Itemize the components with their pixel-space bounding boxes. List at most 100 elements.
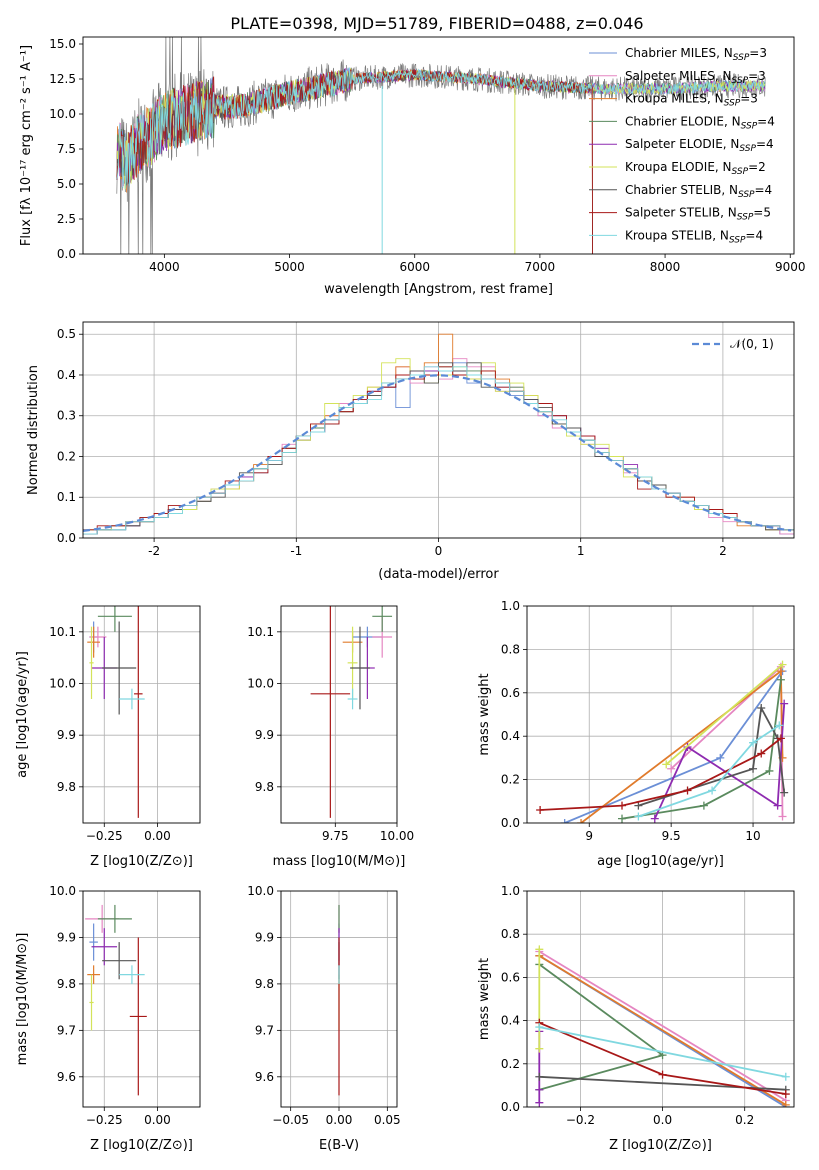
gaussian-reference-curve (83, 374, 792, 532)
y-tick-label: 9.8 (255, 780, 274, 794)
errorbar-chabrier-elodie (97, 904, 132, 933)
y-tick-label: 0.2 (501, 1057, 520, 1071)
weight-marker-salpeter-elodie (773, 801, 782, 810)
y-tick-label: 7.5 (57, 142, 76, 156)
weight-marker-salpeter-miles (667, 764, 676, 773)
panels: 4000 5000 6000 7000 8000 90000.02.55.07.510.0… (15, 36, 806, 1153)
legend-entry-chabrier-stelib: Chabrier STELIB, NSSP=4 (625, 183, 772, 200)
residuals-panel: -2 -1 0 1 2 0.0 0.1 0.2 0.3 0.4 0.5 (data-model)/er… (26, 321, 795, 582)
y-tick-label: 9.8 (57, 780, 76, 794)
weight-marker-kroupa-stelib (634, 812, 643, 821)
weight-marker-salpeter-elodie (780, 699, 789, 708)
y-tick-label: 9.8 (255, 977, 274, 991)
axes-frame (82, 605, 201, 824)
x-tick-label: 5000 (274, 260, 305, 274)
weight-marker-salpeter-stelib (683, 786, 692, 795)
x-tick-label: 9000 (775, 260, 806, 274)
legend-entry-salpeter-miles: Salpeter MILES, NSSP=3 (625, 69, 766, 86)
legend-entry-chabrier-miles: Chabrier MILES, NSSP=3 (625, 46, 767, 63)
y-tick-label: 9.9 (57, 930, 76, 944)
weight-marker-chabrier-miles (560, 819, 569, 823)
errorbar-chabrier-miles (89, 923, 98, 961)
y-tick-label: 9.6 (57, 1070, 76, 1084)
y-tick-label: 10.1 (247, 625, 274, 639)
errorbar-kroupa-elodie (347, 626, 358, 699)
grid-and-points (83, 891, 200, 1107)
x-tick-label: −0.05 (272, 1113, 309, 1127)
x-tick-label: −0.2 (566, 1113, 595, 1127)
weight-line-salpeter-elodie (653, 703, 786, 820)
weight-marker-salpeter-stelib (757, 749, 766, 758)
y-tick-label: 9.6 (255, 1070, 274, 1084)
x-tick-label: 0.00 (144, 1113, 171, 1127)
x-tick-label: 10.00 (380, 829, 414, 843)
weight-marker-salpeter-elodie (650, 814, 659, 823)
x-tick-label: 2 (719, 544, 727, 558)
x-axis-label: E(B-V) (319, 1138, 359, 1153)
y-tick-label: 0.6 (501, 686, 520, 700)
y-tick-label: 0.0 (57, 247, 76, 261)
y-tick-label: 9.9 (255, 728, 274, 742)
mass_vs_ebv-panel: −0.05 0.00 0.05 9.6 9.7 9.8 9.9 10.0 E(B-V) (247, 884, 400, 1153)
x-axis-label: wavelength [Angstrom, rest frame] (324, 282, 553, 297)
y-axis-label: Normed distribution (26, 365, 41, 495)
weight-marker-kroupa-elodie (662, 760, 671, 769)
errorbar-kroupa-stelib (119, 965, 145, 984)
y-tick-label: 9.7 (57, 1023, 76, 1037)
errorbar-salpeter-miles (89, 626, 107, 648)
weight-marker-kroupa-stelib (781, 1072, 790, 1081)
x-tick-label: 7000 (525, 260, 556, 274)
x-axis-label: mass [log10(M/M⊙)] (273, 854, 406, 869)
errorbar-chabrier-elodie (97, 606, 132, 632)
legend-entry-salpeter-elodie: Salpeter ELODIE, NSSP=4 (625, 137, 774, 154)
y-tick-label: 15.0 (49, 37, 76, 51)
mass_vs_Z-panel: −0.25 0.00 9.6 9.7 9.8 9.9 10.0 Z [log10(Z/Z⊙)]… (15, 884, 201, 1153)
x-tick-label: −0.25 (86, 829, 123, 843)
weight-line-chabrier-elodie (538, 963, 665, 1091)
x-tick-label: −0.25 (86, 1113, 123, 1127)
x-axis-label: Z [log10(Z/Z⊙)] (90, 1138, 193, 1153)
grid-and-points (281, 891, 397, 1107)
weight-marker-chabrier-elodie (699, 801, 708, 810)
weight-marker-chabrier-stelib (749, 764, 758, 773)
x-tick-label: 10 (745, 829, 760, 843)
figure-title: PLATE=0398, MJD=51789, FIBERID=0488, z=0… (230, 14, 643, 33)
y-tick-label: 1.0 (501, 599, 520, 613)
legend-entry-kroupa-elodie: Kroupa ELODIE, NSSP=2 (625, 160, 766, 177)
x-tick-label: 9.5 (662, 829, 681, 843)
x-tick-label: 0.2 (735, 1113, 754, 1127)
x-tick-label: 4000 (149, 260, 180, 274)
weight-line-kroupa-stelib (638, 724, 780, 818)
weight-marker-chabrier-elodie (776, 675, 785, 684)
weight-marker-kroupa-stelib (708, 786, 717, 795)
errorbar-kroupa-miles (87, 626, 101, 658)
y-axis-label: Flux [fλ 10⁻¹⁷ erg cm⁻² s⁻¹ A⁻¹] (19, 45, 34, 246)
y-axis-label: mass weight (477, 673, 492, 755)
x-tick-label: 1 (577, 544, 585, 558)
legend: Chabrier MILES, NSSP=3 Salpeter MILES, NS… (589, 46, 775, 245)
y-tick-label: 12.5 (49, 72, 76, 86)
y-tick-label: 9.8 (57, 977, 76, 991)
legend-entry-kroupa-miles: Kroupa MILES, NSSP=3 (625, 92, 758, 109)
weight-marker-chabrier-stelib (535, 1072, 544, 1081)
x-axis-label: Z [log10(Z/Z⊙)] (609, 1138, 712, 1153)
axes-frame (526, 890, 795, 1108)
weight-marker-kroupa-stelib (535, 1023, 544, 1032)
x-axis-label: Z [log10(Z/Z⊙)] (90, 854, 193, 869)
legend-gaussian-label: 𝒩(0, 1) (730, 337, 774, 351)
y-tick-label: 10.0 (49, 107, 76, 121)
x-tick-label: 9 (585, 829, 593, 843)
y-tick-label: 0.2 (501, 773, 520, 787)
x-tick-label: -1 (290, 544, 302, 558)
x-tick-label: 0 (435, 544, 443, 558)
weight-marker-chabrier-miles (716, 753, 725, 762)
y-tick-label: 9.7 (255, 1023, 274, 1037)
lines (527, 606, 794, 823)
y-tick-label: 10.0 (247, 884, 274, 898)
y-tick-label: 0.8 (501, 927, 520, 941)
errorbar-kroupa-elodie (89, 626, 94, 699)
errorbar-chabrier-stelib (102, 942, 137, 980)
errorbar-salpeter-stelib (310, 606, 351, 818)
y-axis-label: mass weight (477, 958, 492, 1040)
